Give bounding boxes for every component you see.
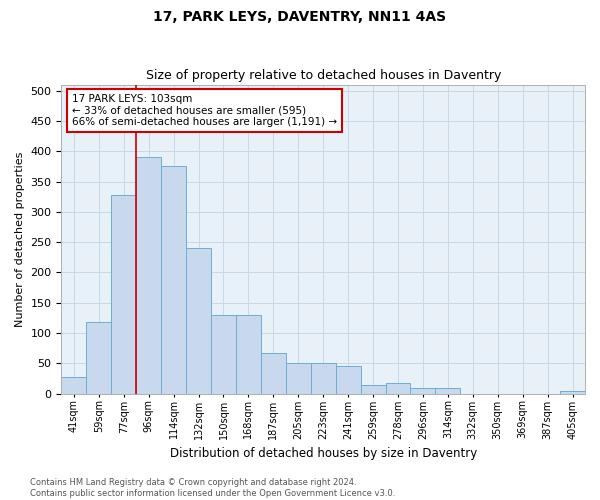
Text: Contains HM Land Registry data © Crown copyright and database right 2024.
Contai: Contains HM Land Registry data © Crown c…: [30, 478, 395, 498]
Bar: [186, 248, 211, 394]
Bar: [136, 158, 161, 394]
Bar: [211, 315, 236, 394]
X-axis label: Distribution of detached houses by size in Daventry: Distribution of detached houses by size …: [170, 447, 477, 460]
Bar: [236, 315, 261, 394]
Bar: [361, 384, 386, 394]
Bar: [335, 366, 361, 394]
Y-axis label: Number of detached properties: Number of detached properties: [15, 152, 25, 327]
Text: 17 PARK LEYS: 103sqm
← 33% of detached houses are smaller (595)
66% of semi-deta: 17 PARK LEYS: 103sqm ← 33% of detached h…: [72, 94, 337, 127]
Bar: [410, 388, 436, 394]
Bar: [111, 195, 136, 394]
Bar: [261, 353, 286, 394]
Bar: [61, 377, 86, 394]
Bar: [311, 364, 335, 394]
Bar: [560, 390, 585, 394]
Bar: [436, 388, 460, 394]
Bar: [86, 322, 111, 394]
Title: Size of property relative to detached houses in Daventry: Size of property relative to detached ho…: [146, 69, 501, 82]
Bar: [386, 383, 410, 394]
Bar: [286, 364, 311, 394]
Bar: [161, 166, 186, 394]
Text: 17, PARK LEYS, DAVENTRY, NN11 4AS: 17, PARK LEYS, DAVENTRY, NN11 4AS: [154, 10, 446, 24]
